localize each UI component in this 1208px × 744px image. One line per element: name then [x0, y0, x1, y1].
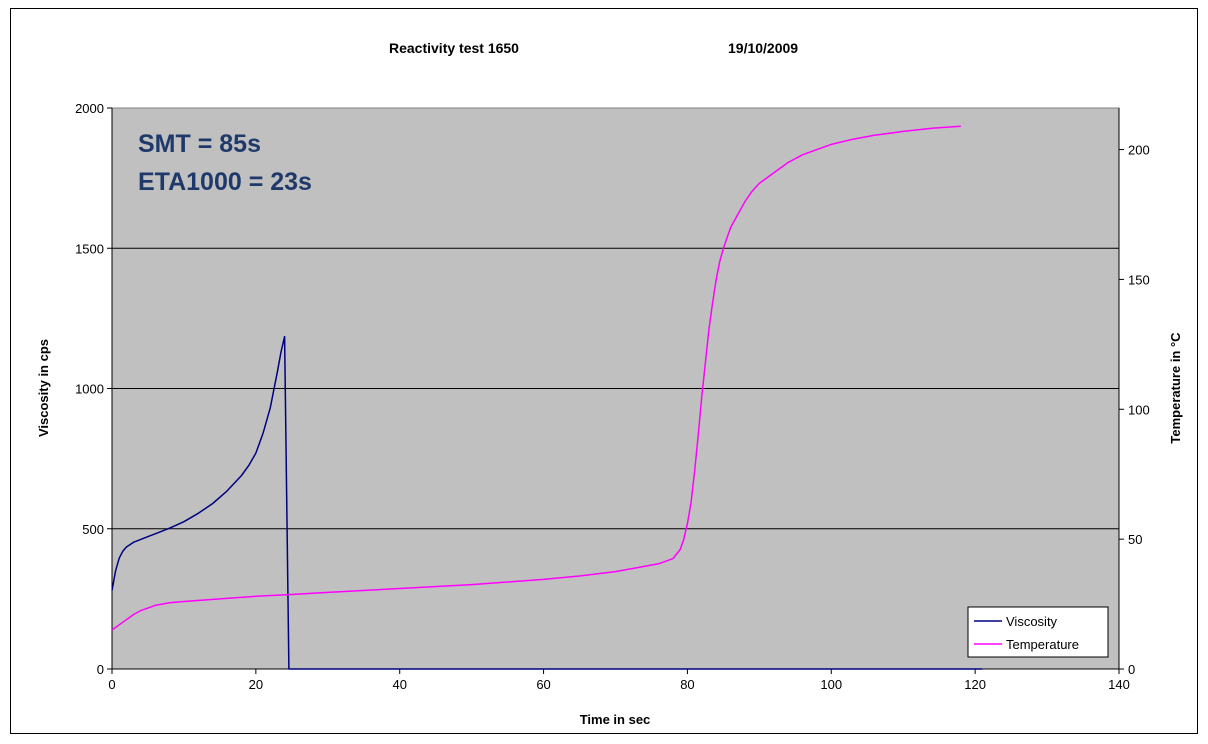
y2-axis-label: Temperature in °C — [1168, 332, 1183, 444]
legend-label-viscosity: Viscosity — [1006, 614, 1058, 629]
x-tick-label-20: 20 — [249, 677, 263, 692]
x-tick-label-60: 60 — [536, 677, 550, 692]
legend: Viscosity Temperature — [967, 606, 1109, 658]
series-line-temperature — [111, 125, 961, 631]
y-tick-label-1000: 1000 — [75, 382, 104, 397]
y2-tick-label-200: 200 — [1128, 143, 1150, 158]
y-tick-label-2000: 2000 — [75, 101, 104, 116]
chart-date: 19/10/2009 — [728, 40, 798, 56]
x-tick-label-80: 80 — [680, 677, 694, 692]
chart-frame — [10, 8, 1198, 734]
y2-tick-label-50: 50 — [1128, 532, 1142, 547]
series — [111, 125, 983, 670]
y-tick-label-0: 0 — [97, 662, 104, 677]
x-tick-label-0: 0 — [108, 677, 115, 692]
legend-label-temperature: Temperature — [1006, 637, 1079, 652]
y-tick-label-1500: 1500 — [75, 241, 104, 256]
x-tick-label-40: 40 — [392, 677, 406, 692]
series-line-viscosity — [111, 335, 983, 670]
y2-tick-label-150: 150 — [1128, 272, 1150, 287]
annotation-eta1000: ETA1000 = 23s — [138, 168, 312, 196]
y-tick-label-500: 500 — [82, 522, 104, 537]
x-axis-label: Time in sec — [580, 712, 651, 727]
y2-tick-label-0: 0 — [1128, 662, 1135, 677]
y2-tick-label-100: 100 — [1128, 402, 1150, 417]
x-tick-label-140: 140 — [1108, 677, 1130, 692]
legend-box — [967, 606, 1109, 658]
x-tick-label-100: 100 — [820, 677, 842, 692]
annotation-smt: SMT = 85s — [138, 130, 261, 158]
y-axis-label: Viscosity in cps — [36, 339, 51, 437]
gridlines — [112, 247, 1119, 530]
chart-title: Reactivity test 1650 — [389, 40, 519, 56]
x-tick-label-120: 120 — [964, 677, 986, 692]
